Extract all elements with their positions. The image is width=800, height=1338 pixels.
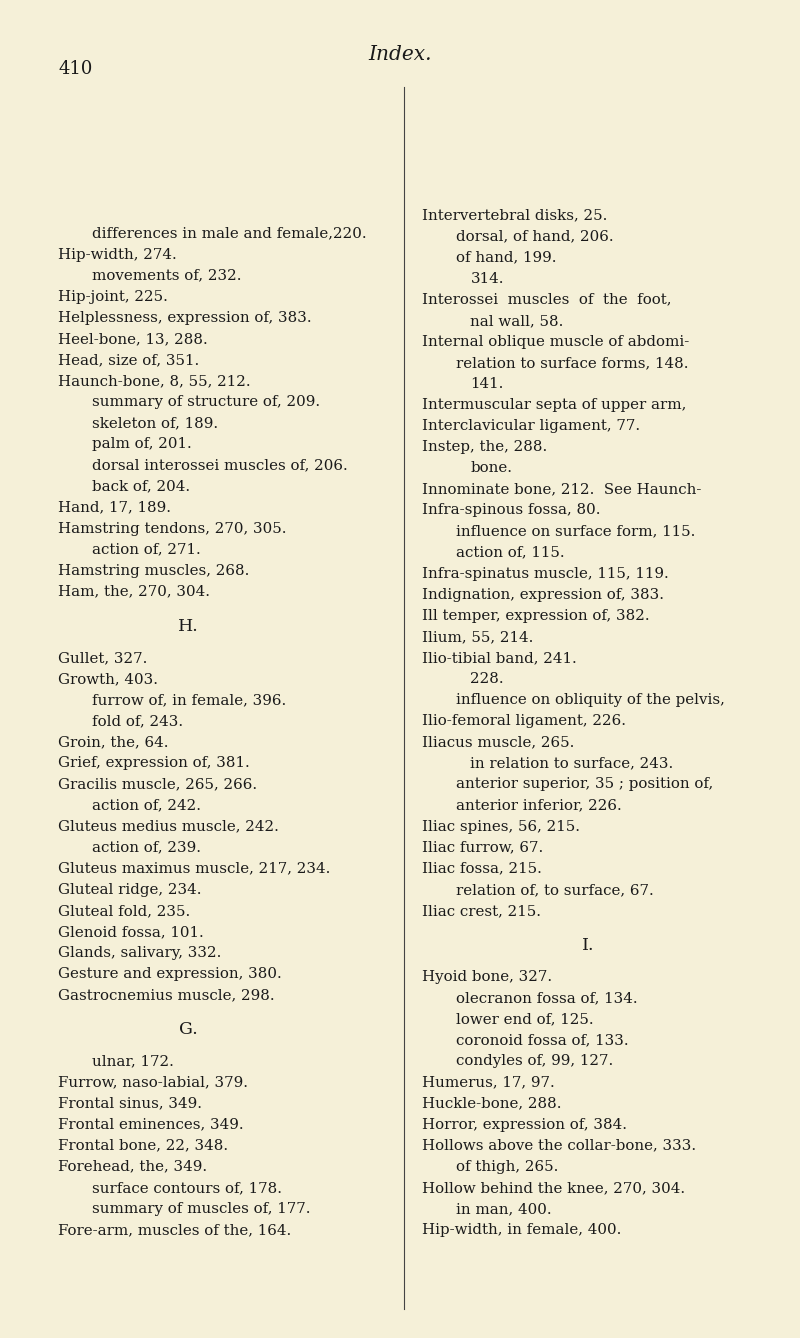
Text: Instep, the, 288.: Instep, the, 288. xyxy=(422,440,548,455)
Text: Gluteal ridge, 234.: Gluteal ridge, 234. xyxy=(58,883,202,896)
Text: action of, 271.: action of, 271. xyxy=(92,543,201,557)
Text: action of, 242.: action of, 242. xyxy=(92,799,201,812)
Text: Glenoid fossa, 101.: Glenoid fossa, 101. xyxy=(58,925,204,939)
Text: summary of structure of, 209.: summary of structure of, 209. xyxy=(92,395,320,409)
Text: Intermuscular septa of upper arm,: Intermuscular septa of upper arm, xyxy=(422,399,686,412)
Text: Gastrocnemius muscle, 298.: Gastrocnemius muscle, 298. xyxy=(58,989,275,1002)
Text: dorsal, of hand, 206.: dorsal, of hand, 206. xyxy=(456,230,614,244)
Text: 141.: 141. xyxy=(470,377,504,391)
Text: Groin, the, 64.: Groin, the, 64. xyxy=(58,736,169,749)
Text: Hip-width, 274.: Hip-width, 274. xyxy=(58,248,177,262)
Text: Gesture and expression, 380.: Gesture and expression, 380. xyxy=(58,967,282,981)
Text: anterior superior, 35 ; position of,: anterior superior, 35 ; position of, xyxy=(456,777,714,792)
Text: Hollow behind the knee, 270, 304.: Hollow behind the knee, 270, 304. xyxy=(422,1181,686,1195)
Text: bone.: bone. xyxy=(470,462,513,475)
Text: Grief, expression of, 381.: Grief, expression of, 381. xyxy=(58,756,250,771)
Text: skeleton of, 189.: skeleton of, 189. xyxy=(92,416,218,431)
Text: influence on surface form, 115.: influence on surface form, 115. xyxy=(456,524,695,539)
Text: Internal oblique muscle of abdomi-: Internal oblique muscle of abdomi- xyxy=(422,334,690,349)
Text: anterior inferior, 226.: anterior inferior, 226. xyxy=(456,799,622,812)
Text: Humerus, 17, 97.: Humerus, 17, 97. xyxy=(422,1076,555,1089)
Text: Frontal eminences, 349.: Frontal eminences, 349. xyxy=(58,1117,244,1132)
Text: Gluteus maximus muscle, 217, 234.: Gluteus maximus muscle, 217, 234. xyxy=(58,862,330,876)
Text: surface contours of, 178.: surface contours of, 178. xyxy=(92,1181,282,1195)
Text: I.: I. xyxy=(582,937,594,954)
Text: 314.: 314. xyxy=(470,272,504,286)
Text: Ill temper, expression of, 382.: Ill temper, expression of, 382. xyxy=(422,609,650,624)
Text: relation of, to surface, 67.: relation of, to surface, 67. xyxy=(456,883,654,896)
Text: Gluteal fold, 235.: Gluteal fold, 235. xyxy=(58,904,190,918)
Text: Furrow, naso-labial, 379.: Furrow, naso-labial, 379. xyxy=(58,1076,248,1089)
Text: Gracilis muscle, 265, 266.: Gracilis muscle, 265, 266. xyxy=(58,777,258,792)
Text: Indignation, expression of, 383.: Indignation, expression of, 383. xyxy=(422,587,665,602)
Text: Infra-spinous fossa, 80.: Infra-spinous fossa, 80. xyxy=(422,503,601,518)
Text: Hand, 17, 189.: Hand, 17, 189. xyxy=(58,500,171,515)
Text: Growth, 403.: Growth, 403. xyxy=(58,672,158,686)
Text: condyles of, 99, 127.: condyles of, 99, 127. xyxy=(456,1054,614,1069)
Text: Ilio-tibial band, 241.: Ilio-tibial band, 241. xyxy=(422,652,577,665)
Text: furrow of, in female, 396.: furrow of, in female, 396. xyxy=(92,693,286,708)
Text: Gluteus medius muscle, 242.: Gluteus medius muscle, 242. xyxy=(58,820,279,834)
Text: H.: H. xyxy=(178,618,198,636)
Text: action of, 115.: action of, 115. xyxy=(456,546,565,559)
Text: Ilio-femoral ligament, 226.: Ilio-femoral ligament, 226. xyxy=(422,714,626,728)
Text: Infra-spinatus muscle, 115, 119.: Infra-spinatus muscle, 115, 119. xyxy=(422,567,669,581)
Text: Hollows above the collar-bone, 333.: Hollows above the collar-bone, 333. xyxy=(422,1139,697,1153)
Text: Frontal sinus, 349.: Frontal sinus, 349. xyxy=(58,1097,202,1111)
Text: lower end of, 125.: lower end of, 125. xyxy=(456,1013,594,1026)
Text: Intervertebral disks, 25.: Intervertebral disks, 25. xyxy=(422,209,608,222)
Text: Iliac fossa, 215.: Iliac fossa, 215. xyxy=(422,862,542,876)
Text: coronoid fossa of, 133.: coronoid fossa of, 133. xyxy=(456,1033,629,1048)
Text: dorsal interossei muscles of, 206.: dorsal interossei muscles of, 206. xyxy=(92,459,348,472)
Text: movements of, 232.: movements of, 232. xyxy=(92,269,242,282)
Text: 228.: 228. xyxy=(470,672,504,686)
Text: Fore-arm, muscles of the, 164.: Fore-arm, muscles of the, 164. xyxy=(58,1223,292,1238)
Text: olecranon fossa of, 134.: olecranon fossa of, 134. xyxy=(456,991,638,1005)
Text: Index.: Index. xyxy=(368,45,432,64)
Text: influence on obliquity of the pelvis,: influence on obliquity of the pelvis, xyxy=(456,693,725,708)
Text: Head, size of, 351.: Head, size of, 351. xyxy=(58,353,200,367)
Text: 410: 410 xyxy=(58,60,93,78)
Text: Heel-bone, 13, 288.: Heel-bone, 13, 288. xyxy=(58,332,208,347)
Text: Ilium, 55, 214.: Ilium, 55, 214. xyxy=(422,630,534,644)
Text: Hip-joint, 225.: Hip-joint, 225. xyxy=(58,290,168,304)
Text: Hyoid bone, 327.: Hyoid bone, 327. xyxy=(422,970,553,985)
Text: differences in male and female,220.: differences in male and female,220. xyxy=(92,226,366,241)
Text: Forehead, the, 349.: Forehead, the, 349. xyxy=(58,1160,207,1173)
Text: Interossei  muscles  of  the  foot,: Interossei muscles of the foot, xyxy=(422,293,672,306)
Text: ulnar, 172.: ulnar, 172. xyxy=(92,1054,174,1069)
Text: Iliac spines, 56, 215.: Iliac spines, 56, 215. xyxy=(422,820,581,834)
Text: in relation to surface, 243.: in relation to surface, 243. xyxy=(470,756,674,771)
Text: Glands, salivary, 332.: Glands, salivary, 332. xyxy=(58,946,222,961)
Text: summary of muscles of, 177.: summary of muscles of, 177. xyxy=(92,1202,310,1216)
Text: Haunch-bone, 8, 55, 212.: Haunch-bone, 8, 55, 212. xyxy=(58,375,251,388)
Text: nal wall, 58.: nal wall, 58. xyxy=(470,314,564,328)
Text: Huckle-bone, 288.: Huckle-bone, 288. xyxy=(422,1097,562,1111)
Text: G.: G. xyxy=(178,1021,198,1038)
Text: of thigh, 265.: of thigh, 265. xyxy=(456,1160,558,1173)
Text: of hand, 199.: of hand, 199. xyxy=(456,250,557,265)
Text: fold of, 243.: fold of, 243. xyxy=(92,714,183,728)
Text: Iliac furrow, 67.: Iliac furrow, 67. xyxy=(422,840,544,855)
Text: Hamstring tendons, 270, 305.: Hamstring tendons, 270, 305. xyxy=(58,522,287,535)
Text: action of, 239.: action of, 239. xyxy=(92,840,201,855)
Text: Helplessness, expression of, 383.: Helplessness, expression of, 383. xyxy=(58,310,312,325)
Text: Iliac crest, 215.: Iliac crest, 215. xyxy=(422,904,542,918)
Text: in man, 400.: in man, 400. xyxy=(456,1202,552,1216)
Text: Innominate bone, 212.  See Haunch-: Innominate bone, 212. See Haunch- xyxy=(422,483,702,496)
Text: relation to surface forms, 148.: relation to surface forms, 148. xyxy=(456,356,689,371)
Text: Iliacus muscle, 265.: Iliacus muscle, 265. xyxy=(422,736,574,749)
Text: Hip-width, in female, 400.: Hip-width, in female, 400. xyxy=(422,1223,622,1238)
Text: Ham, the, 270, 304.: Ham, the, 270, 304. xyxy=(58,585,210,599)
Text: Horror, expression of, 384.: Horror, expression of, 384. xyxy=(422,1117,627,1132)
Text: Frontal bone, 22, 348.: Frontal bone, 22, 348. xyxy=(58,1139,229,1153)
Text: Gullet, 327.: Gullet, 327. xyxy=(58,652,148,665)
Text: Hamstring muscles, 268.: Hamstring muscles, 268. xyxy=(58,563,250,578)
Text: back of, 204.: back of, 204. xyxy=(92,479,190,494)
Text: palm of, 201.: palm of, 201. xyxy=(92,438,192,451)
Text: Interclavicular ligament, 77.: Interclavicular ligament, 77. xyxy=(422,419,641,434)
